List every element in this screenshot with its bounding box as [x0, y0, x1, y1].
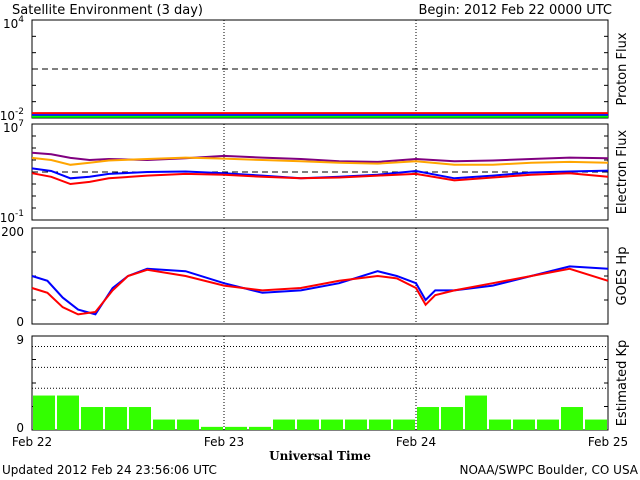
x-tick-label: Feb 23 [204, 435, 244, 449]
estimated-kp-ytick-label-bottom: 0 [16, 421, 24, 435]
chart-title: Satellite Environment (3 day) [12, 3, 203, 18]
estimated-kp-ytick-label-top: 9 [16, 333, 24, 347]
kp-bar [465, 395, 487, 430]
kp-bar [417, 407, 439, 430]
electron-flux-series-1 [31, 151, 609, 163]
kp-bar [129, 407, 151, 430]
kp-bar [369, 419, 391, 430]
goes-hp-ytick-label-bottom: 0 [16, 315, 24, 329]
kp-bar [225, 426, 247, 430]
kp-bar [561, 407, 583, 430]
kp-bar [105, 407, 127, 430]
begin-time: Begin: 2012 Feb 22 0000 UTC [418, 3, 612, 18]
kp-bar [585, 419, 607, 430]
kp-bar [297, 419, 319, 430]
kp-bar [537, 419, 559, 430]
x-tick-label: Feb 24 [396, 435, 436, 449]
kp-bar [81, 407, 103, 430]
electron-flux-panel: 107 10-1 Electron Flux [0, 119, 630, 225]
goes-hp-series-2 [31, 267, 609, 316]
kp-bar [177, 419, 199, 430]
electron-flux-ytick-label-bottom: 10-1 [0, 209, 24, 225]
kp-bar [273, 419, 295, 430]
kp-bar [201, 426, 223, 430]
proton-flux-ylabel: Proton Flux [615, 32, 630, 105]
goes-hp-panel: 200 0 GOES Hp [1, 225, 630, 329]
goes-hp-ytick-label-top: 200 [1, 225, 24, 239]
x-axis: Feb 22 Feb 23 Feb 24 Feb 25 [12, 435, 628, 449]
electron-flux-ytick-label-top: 107 [3, 119, 24, 135]
kp-bar [57, 395, 79, 430]
electron-flux-ylabel: Electron Flux [615, 129, 630, 214]
proton-flux-panel: 104 10-2 Proton Flux [0, 15, 630, 123]
kp-bar [345, 419, 367, 430]
updated-time: Updated 2012 Feb 24 23:56:06 UTC [2, 463, 217, 477]
x-tick-label: Feb 22 [12, 435, 52, 449]
kp-bar [393, 419, 415, 430]
kp-bar [153, 419, 175, 430]
kp-bar [513, 419, 535, 430]
kp-bar [441, 407, 463, 430]
estimated-kp-panel: 9 0 Estimated Kp [16, 333, 630, 435]
electron-flux-series-2 [31, 156, 609, 166]
x-axis-label: Universal Time [269, 449, 371, 463]
goes-hp-ylabel: GOES Hp [615, 247, 630, 306]
panels: 104 10-2 Proton Flux 107 10-1 Electron Flux 20… [0, 15, 630, 435]
kp-bar [33, 395, 55, 430]
kp-bar [489, 419, 511, 430]
proton-flux-ytick-label-top: 104 [3, 15, 24, 31]
proton-flux-ytick-label-bottom: 10-2 [0, 107, 24, 123]
kp-bar [321, 419, 343, 430]
source-credit: NOAA/SWPC Boulder, CO USA [460, 463, 639, 477]
electron-flux-series-4 [31, 172, 609, 186]
x-tick-label: Feb 25 [588, 435, 628, 449]
kp-bar [249, 426, 271, 430]
estimated-kp-ylabel: Estimated Kp [615, 340, 630, 427]
